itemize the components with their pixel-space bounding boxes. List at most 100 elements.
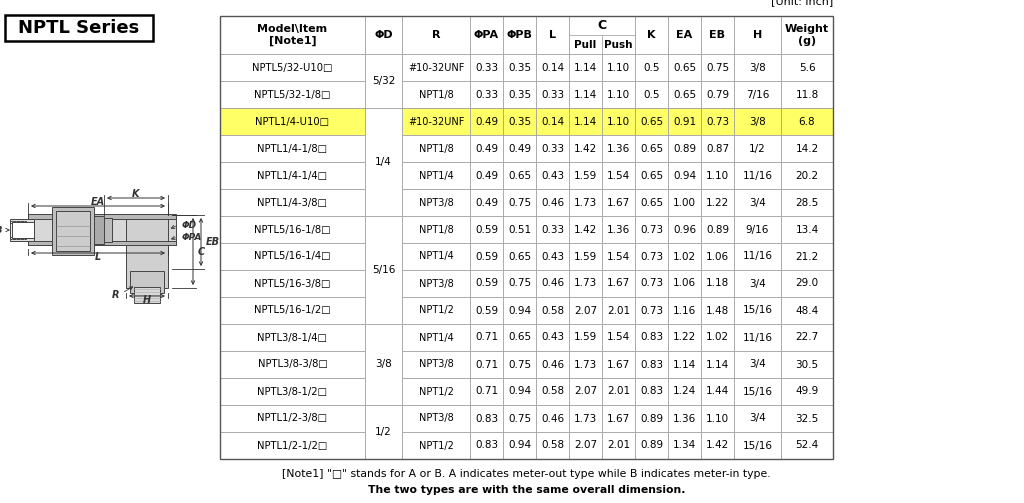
Bar [470, 81, 503, 108]
Text: 1.06: 1.06 [673, 279, 696, 289]
Text: 0.94: 0.94 [508, 386, 531, 396]
Bar [470, 270, 503, 297]
Bar [503, 378, 536, 405]
Bar [365, 108, 402, 216]
Bar [220, 81, 365, 108]
Bar [569, 135, 602, 162]
Bar [734, 324, 781, 351]
Bar [220, 216, 365, 243]
Text: NPTL1/4-U10□: NPTL1/4-U10□ [255, 117, 330, 126]
Text: NPTL1/4-3/8□: NPTL1/4-3/8□ [257, 198, 328, 208]
Bar [734, 432, 781, 459]
Bar [668, 405, 701, 432]
Text: NPT1/4: NPT1/4 [419, 171, 454, 181]
Text: 49.9: 49.9 [796, 386, 818, 396]
Bar [781, 270, 833, 297]
Bar [402, 405, 470, 432]
Text: 0.43: 0.43 [541, 252, 564, 262]
Text: Weight
(g): Weight (g) [785, 24, 829, 46]
Text: 21.2: 21.2 [796, 252, 818, 262]
Text: 1.02: 1.02 [673, 252, 696, 262]
Bar [734, 405, 781, 432]
Bar [602, 54, 635, 81]
Text: 0.94: 0.94 [508, 305, 531, 315]
Bar [668, 324, 701, 351]
Bar [602, 432, 635, 459]
Text: 5.6: 5.6 [799, 62, 815, 72]
Bar [781, 189, 833, 216]
Bar [635, 216, 668, 243]
Bar [470, 216, 503, 243]
Bar [5, 15, 153, 41]
Text: 0.59: 0.59 [475, 305, 498, 315]
Text: 0.58: 0.58 [541, 386, 564, 396]
Bar [569, 297, 602, 324]
Text: 0.83: 0.83 [475, 413, 498, 424]
Bar [701, 189, 734, 216]
Text: 2.01: 2.01 [607, 305, 630, 315]
Bar [52, 207, 94, 255]
Bar [734, 297, 781, 324]
Text: 0.35: 0.35 [508, 62, 531, 72]
Bar [701, 270, 734, 297]
Text: 0.49: 0.49 [475, 143, 498, 153]
Text: 1.10: 1.10 [607, 62, 630, 72]
Text: 0.83: 0.83 [640, 332, 664, 343]
Text: 30.5: 30.5 [796, 360, 818, 370]
Text: 3/8: 3/8 [375, 360, 392, 370]
Text: NPT3/8: NPT3/8 [419, 360, 454, 370]
Text: 11/16: 11/16 [742, 171, 772, 181]
Bar [602, 108, 635, 135]
Text: 1.34: 1.34 [673, 441, 696, 451]
Text: 0.75: 0.75 [508, 198, 531, 208]
Bar [668, 54, 701, 81]
Text: 0.73: 0.73 [640, 305, 664, 315]
Bar [365, 324, 402, 405]
Bar [781, 216, 833, 243]
Bar [503, 162, 536, 189]
Bar [569, 108, 602, 135]
Text: 3/4: 3/4 [750, 413, 766, 424]
Bar [635, 405, 668, 432]
Bar [569, 351, 602, 378]
Text: EB: EB [206, 237, 220, 247]
Bar [536, 135, 569, 162]
Bar [28, 214, 176, 219]
Bar [701, 216, 734, 243]
Text: 1.36: 1.36 [607, 143, 630, 153]
Text: ΦPA: ΦPA [474, 30, 499, 40]
Text: 1.73: 1.73 [573, 279, 597, 289]
Text: 0.49: 0.49 [475, 117, 498, 126]
Text: 1.10: 1.10 [706, 171, 729, 181]
Bar [668, 216, 701, 243]
Bar [536, 297, 569, 324]
Text: 1.10: 1.10 [607, 117, 630, 126]
Text: 0.51: 0.51 [508, 224, 531, 234]
Bar [402, 243, 470, 270]
Text: 15/16: 15/16 [742, 441, 772, 451]
Text: 1.67: 1.67 [607, 198, 630, 208]
Text: C: C [198, 247, 205, 257]
Text: R: R [112, 290, 119, 300]
Text: NPT1/2: NPT1/2 [419, 305, 454, 315]
Bar [220, 108, 365, 135]
Text: 5/16: 5/16 [372, 265, 395, 275]
Bar [569, 189, 602, 216]
Bar [734, 351, 781, 378]
Text: 1.59: 1.59 [573, 332, 597, 343]
Text: 0.49: 0.49 [475, 198, 498, 208]
Bar [635, 270, 668, 297]
Text: 1.42: 1.42 [573, 143, 597, 153]
Bar [781, 378, 833, 405]
Text: NPTL5/16-1/8□: NPTL5/16-1/8□ [254, 224, 331, 234]
Text: 1.48: 1.48 [706, 305, 729, 315]
Text: 48.4: 48.4 [796, 305, 818, 315]
Text: 2.07: 2.07 [573, 305, 597, 315]
Text: 2.07: 2.07 [573, 386, 597, 396]
Bar [470, 189, 503, 216]
Bar [734, 189, 781, 216]
Text: 0.96: 0.96 [673, 224, 696, 234]
Bar [470, 16, 503, 54]
Text: 3/4: 3/4 [750, 360, 766, 370]
Text: 3/8: 3/8 [750, 62, 766, 72]
